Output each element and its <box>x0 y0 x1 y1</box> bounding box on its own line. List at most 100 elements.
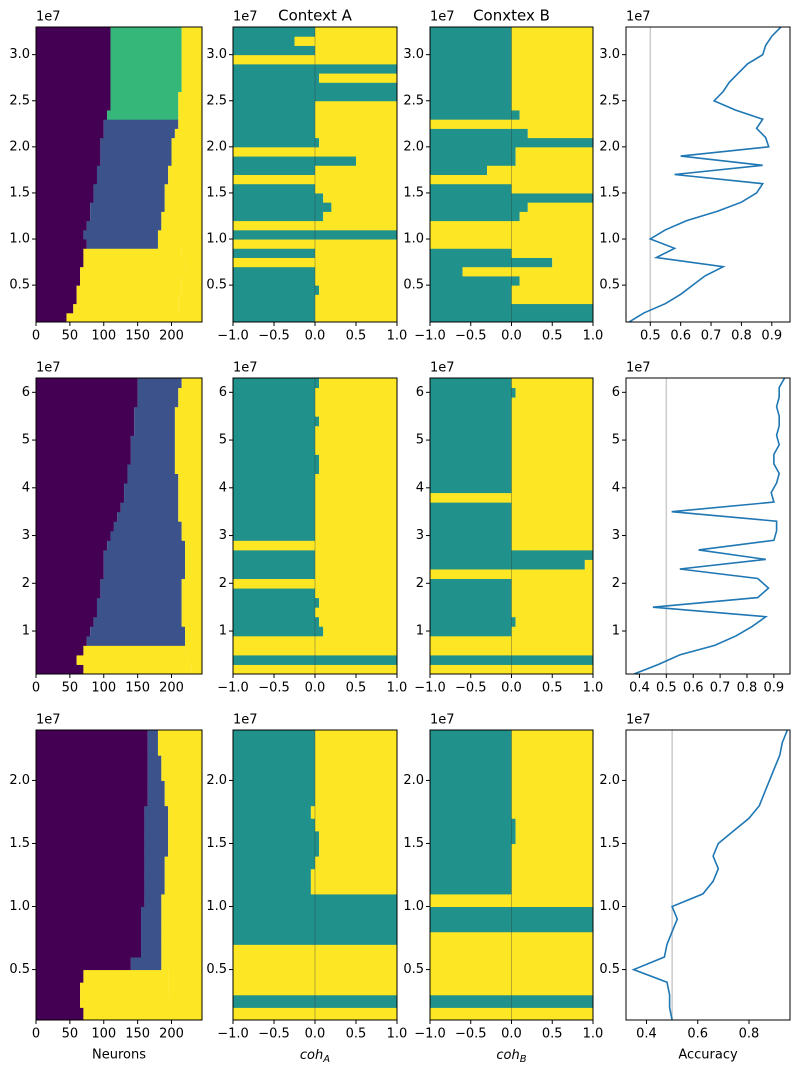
band-left <box>430 248 512 258</box>
band-left <box>430 156 516 166</box>
band-right <box>511 530 593 541</box>
band-right <box>511 597 593 608</box>
band-right <box>315 294 397 305</box>
band-right <box>323 211 397 222</box>
offset-label: 1e7 <box>233 10 258 25</box>
plot-area <box>628 27 782 322</box>
band-right <box>511 521 593 532</box>
band-left <box>430 27 512 37</box>
heat-cell <box>36 435 131 446</box>
heat-cell <box>174 425 202 436</box>
x-tick-label: −1.0 <box>414 329 446 344</box>
y-tick-label: 3.0 <box>599 47 620 62</box>
y-tick-label: 1.0 <box>9 232 30 247</box>
plot-area <box>36 378 202 674</box>
heat-cell <box>174 444 202 455</box>
heat-cell <box>80 994 172 1008</box>
band-right <box>511 843 593 857</box>
band-right <box>511 742 593 756</box>
heat-cell <box>147 742 158 756</box>
heat-cell <box>36 82 111 93</box>
heat-cell <box>181 597 202 608</box>
band-right <box>233 578 397 589</box>
heat-cell <box>157 229 202 240</box>
band-left <box>430 805 512 819</box>
heat-cell <box>36 91 111 102</box>
band-right <box>511 444 593 455</box>
heat-cell <box>36 969 84 983</box>
heat-cell <box>141 931 162 945</box>
y-tick-label: 2.5 <box>9 93 30 108</box>
heat-cell <box>36 266 81 277</box>
heat-cell <box>164 183 202 194</box>
x-tick-label: −0.5 <box>455 681 487 696</box>
panel: 0.5 1.0 1.5 2.0 0.4 0.6 0.8 1e7 Accuracy <box>599 713 791 1063</box>
band-right <box>233 956 397 971</box>
band-left <box>430 444 512 455</box>
heat-cell <box>168 165 202 175</box>
x-tick-label: 0.0 <box>305 681 326 696</box>
band-left <box>233 100 315 111</box>
heat-cell <box>130 444 175 455</box>
heat-cell <box>83 229 158 240</box>
heat-cell <box>36 63 111 74</box>
band-left <box>430 45 512 56</box>
band-right <box>315 406 397 417</box>
heat-cell <box>181 45 202 56</box>
band-left <box>430 626 512 637</box>
heat-cell <box>90 626 186 637</box>
heat-cell <box>164 192 202 203</box>
band-left <box>430 165 488 175</box>
x-axis-label: Accuracy <box>678 1048 738 1063</box>
y-tick-label: 1.0 <box>599 899 620 914</box>
band-left <box>430 483 512 494</box>
heat-cell <box>36 654 77 665</box>
heat-cell <box>185 549 202 560</box>
band-left <box>233 229 397 240</box>
band-left <box>233 511 315 522</box>
offset-label: 1e7 <box>36 713 61 728</box>
heat-cell <box>181 27 202 37</box>
band-left <box>233 303 315 314</box>
band-right <box>310 881 397 895</box>
x-tick-label: 0.5 <box>542 329 563 344</box>
heat-cell <box>36 881 145 895</box>
band-right <box>511 378 593 389</box>
band-right <box>527 128 593 139</box>
x-axis-label-main: coh <box>300 1048 323 1063</box>
band-right <box>310 868 397 882</box>
band-right <box>315 511 397 522</box>
heat-cell <box>66 312 172 322</box>
band-left <box>430 521 512 532</box>
band-right <box>430 931 593 945</box>
band-right <box>430 229 593 240</box>
plot-area <box>430 27 593 322</box>
band-right <box>511 755 593 769</box>
heat-cell <box>120 502 179 513</box>
band-right <box>315 793 397 807</box>
band-right <box>515 818 593 832</box>
band-left <box>430 755 512 769</box>
heat-cell <box>110 530 182 541</box>
x-tick-label: −1.0 <box>414 681 446 696</box>
band-right <box>315 435 397 446</box>
heat-cell <box>103 568 186 580</box>
panel-title: Conxtex B <box>473 7 550 25</box>
band-right <box>315 425 397 436</box>
heat-cell <box>171 312 202 322</box>
heat-cell <box>110 91 179 102</box>
heat-cell <box>36 36 111 46</box>
heat-cell <box>161 906 202 920</box>
band-right <box>430 969 593 983</box>
heat-cell <box>185 257 202 268</box>
heat-cell <box>86 635 186 646</box>
x-tick-label: 0 <box>32 1027 40 1042</box>
heat-cell <box>161 211 202 222</box>
heat-cell <box>144 881 165 895</box>
heat-cell <box>168 830 202 844</box>
band-right <box>430 492 593 503</box>
band-right <box>294 36 397 46</box>
band-left <box>233 406 315 417</box>
heat-cell <box>144 830 169 844</box>
band-right <box>315 492 397 503</box>
